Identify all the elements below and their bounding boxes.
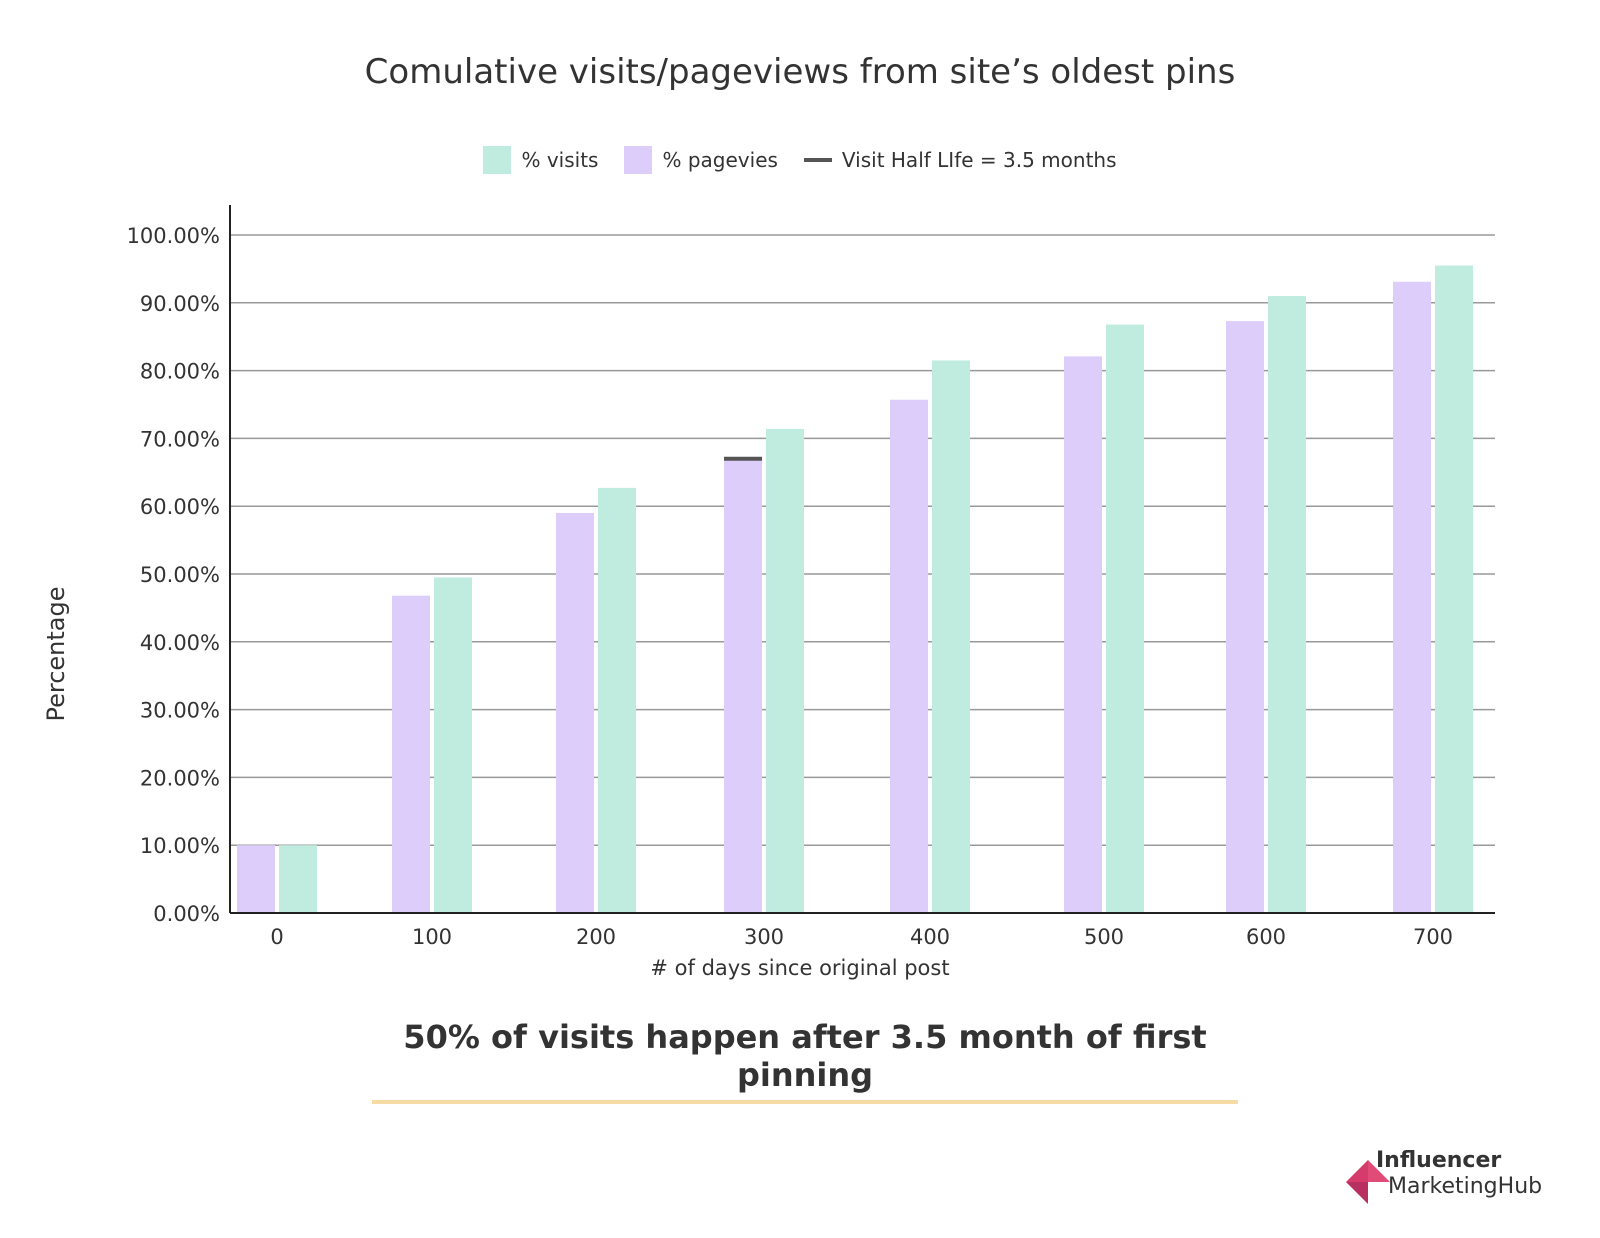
bar-visits: [1106, 324, 1144, 914]
bar-pageviews: [890, 399, 928, 913]
y-tick-label: 90.00%: [140, 292, 220, 316]
x-tick-label: 0: [270, 925, 283, 949]
bar-visits: [1268, 296, 1306, 913]
x-tick-label: 300: [744, 925, 784, 949]
y-tick-label: 10.00%: [140, 834, 220, 858]
legend-swatch-pageviews: [624, 146, 653, 174]
bar-visits: [932, 360, 970, 913]
headline: 50% of visits happen after 3.5 month of …: [403, 1018, 1207, 1094]
x-tick-label: 700: [1413, 925, 1453, 949]
bar-visits: [434, 577, 472, 913]
y-tick-label: 60.00%: [140, 495, 220, 519]
bar-pageviews: [724, 458, 762, 913]
chart-title: Comulative visits/pageviews from site’s …: [364, 52, 1236, 92]
bar-pageviews: [392, 595, 430, 913]
y-tick-label: 20.00%: [140, 766, 220, 790]
bar-pageviews: [1064, 356, 1102, 913]
y-axis-label: Percentage: [42, 586, 70, 722]
brand-diamond-icon: [1346, 1160, 1390, 1204]
x-tick-label: 600: [1246, 925, 1286, 949]
bar-pageviews: [237, 845, 275, 913]
legend-swatch-visits: [483, 146, 512, 174]
brand-logo: Influencer MarketingHub: [1340, 1148, 1580, 1208]
y-tick-label: 30.00%: [140, 699, 220, 723]
y-tick-label: 70.00%: [140, 427, 220, 451]
legend-label-half-life: Visit Half LIfe = 3.5 months: [841, 148, 1117, 172]
x-tick-label: 500: [1084, 925, 1124, 949]
bar-visits: [766, 428, 804, 913]
bar-visits: [1435, 265, 1473, 913]
legend-item-visits: % visits: [483, 146, 598, 174]
bar-pageviews: [556, 512, 594, 913]
headline-underline: [372, 1100, 1238, 1104]
y-tick-label: 100.00%: [127, 224, 220, 248]
y-tick-label: 0.00%: [153, 902, 220, 926]
brand-name-line1: Influencer: [1376, 1148, 1502, 1173]
y-tick-label: 80.00%: [140, 360, 220, 384]
bar-visits: [598, 487, 636, 913]
x-axis-label: # of days since original post: [650, 956, 950, 980]
bar-pageviews: [1226, 321, 1264, 914]
legend-item-pageviews: % pagevies: [624, 146, 778, 174]
legend-swatch-half-life: [803, 158, 832, 162]
x-tick-label: 100: [412, 925, 452, 949]
legend-label-pageviews: % pagevies: [662, 148, 778, 172]
y-tick-label: 40.00%: [140, 631, 220, 655]
bar-pageviews: [1393, 281, 1431, 914]
legend-label-visits: % visits: [521, 148, 599, 172]
x-tick-label: 200: [576, 925, 616, 949]
bar-visits: [279, 845, 317, 913]
x-tick-label: 400: [910, 925, 950, 949]
y-tick-label: 50.00%: [140, 563, 220, 587]
headline-block: 50% of visits happen after 3.5 month of …: [372, 1018, 1238, 1104]
brand-name-line2: MarketingHub: [1388, 1174, 1543, 1199]
chart-legend: % visits % pagevies Visit Half LIfe = 3.…: [0, 146, 1600, 174]
legend-item-half-life: Visit Half LIfe = 3.5 months: [803, 148, 1117, 172]
